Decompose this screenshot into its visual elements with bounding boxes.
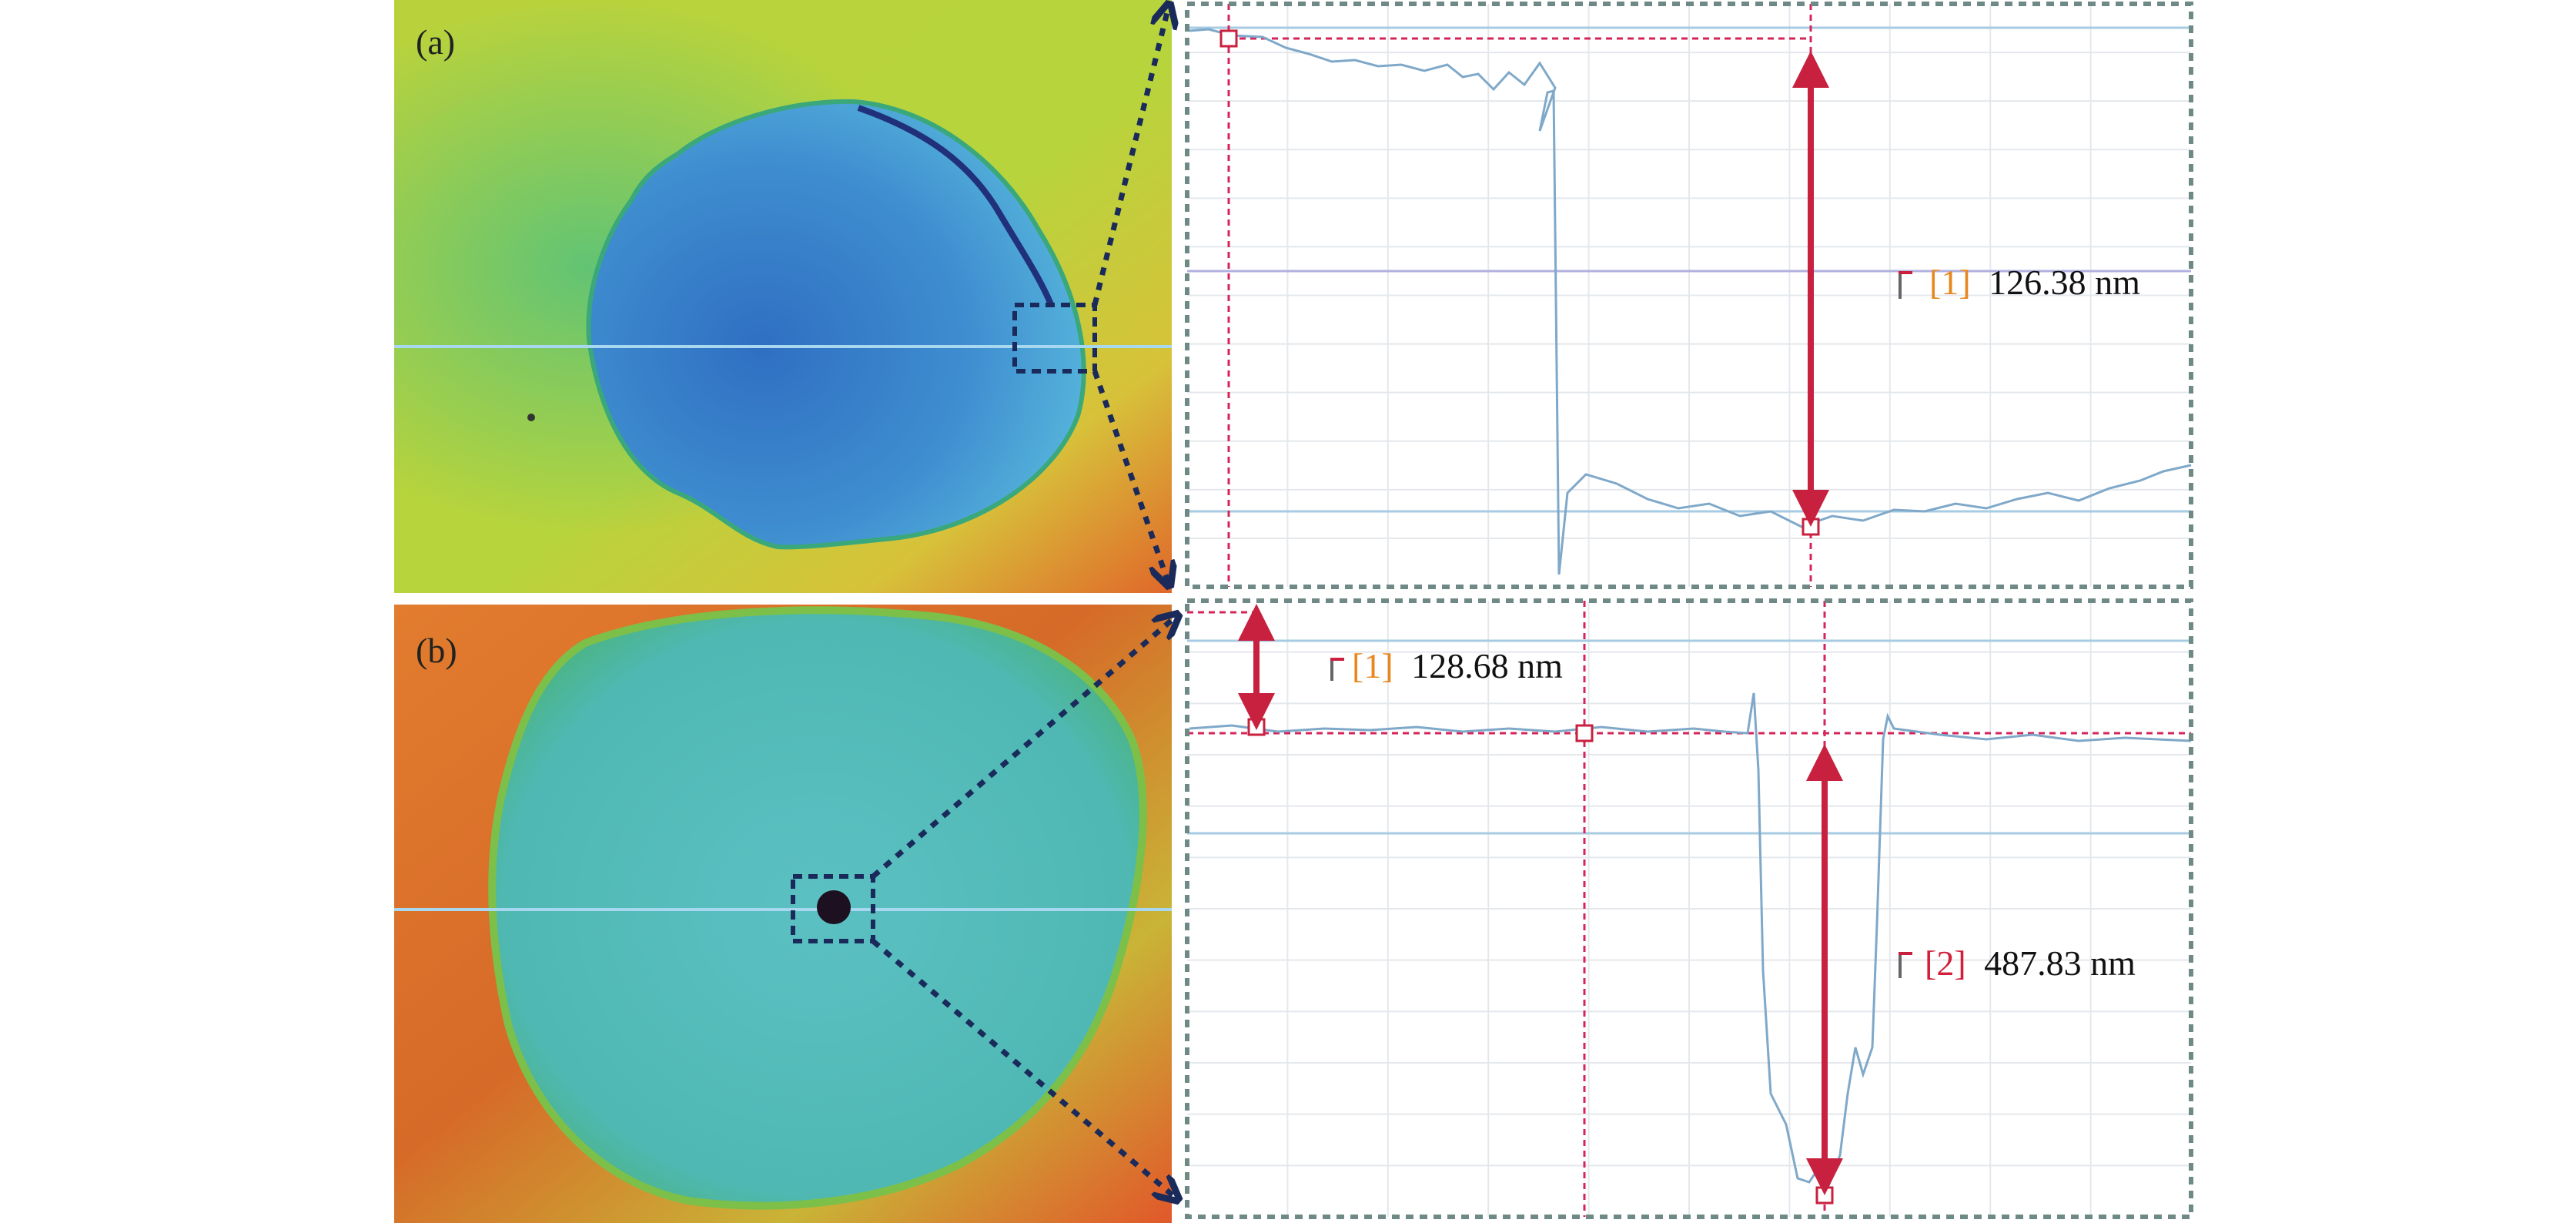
profile-chart-a: [1] 126.38 nm xyxy=(1185,2,2193,589)
measurement-b2: [2] 487.83 nm xyxy=(1899,943,2136,983)
svg-text:[1] 126.38 nm: [1] 126.38 nm xyxy=(1929,263,2140,302)
panel-a-droplet xyxy=(586,99,1086,550)
svg-text:[1] 128.68 nm: [1] 128.68 nm xyxy=(1352,646,1563,685)
profile-trace-a xyxy=(1189,28,2192,575)
measurement-a1: [1] 126.38 nm xyxy=(1899,263,2140,302)
measurement-b1: [1] 128.68 nm xyxy=(1330,646,1563,685)
profile-chart-b: [1] 128.68 nm [2] 487.83 nm xyxy=(1185,598,2193,1219)
panel-a-map: (a) xyxy=(394,0,1172,593)
zoom-connectors xyxy=(871,6,1176,1198)
panel-b-map: (b) xyxy=(394,605,1172,1223)
profile-trace-b xyxy=(1189,692,2192,1189)
panel-a-label: (a) xyxy=(416,22,455,62)
panel-b-label: (b) xyxy=(416,631,457,670)
svg-text:[2] 487.83 nm: [2] 487.83 nm xyxy=(1925,943,2136,983)
